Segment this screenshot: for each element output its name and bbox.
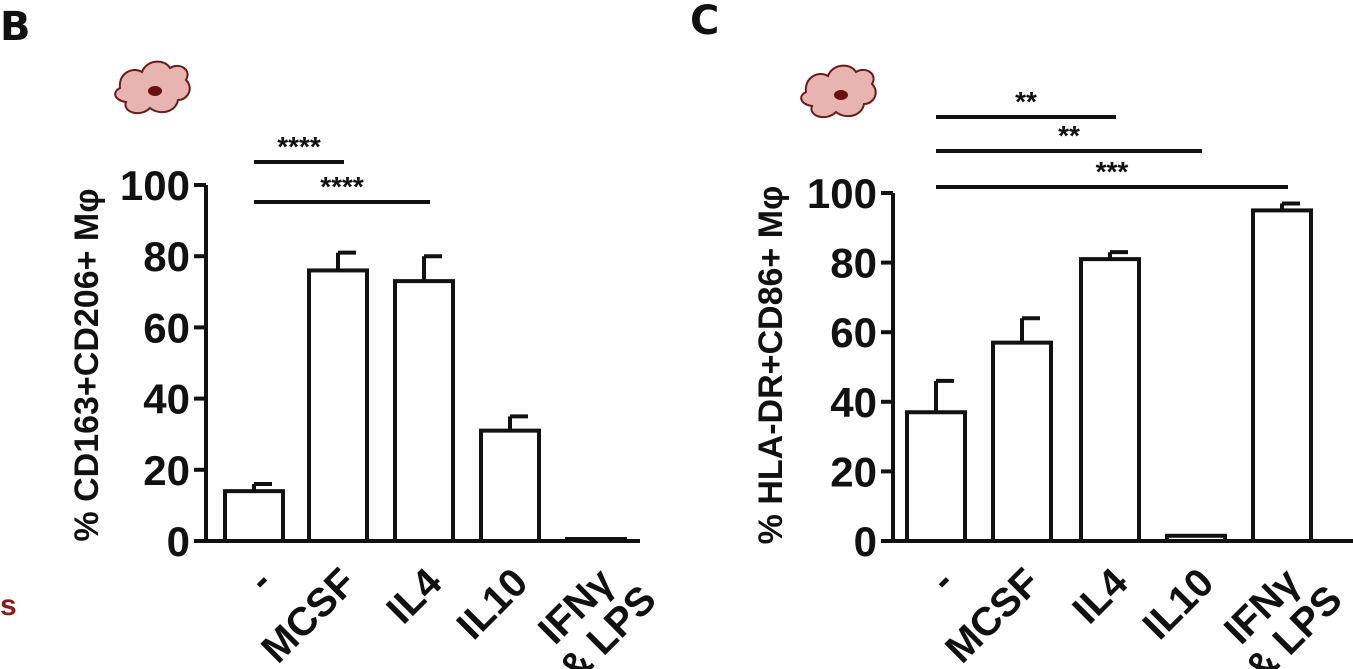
y-tick-label: 60: [143, 304, 190, 351]
y-tick-label: 100: [120, 162, 190, 209]
chart-panel-b: % CD163+CD206+ Mφ 0 20 40 60 80 100 -MCSF IL4IL…: [68, 60, 665, 669]
y-axis-label: % CD163+CD206+ Mφ: [68, 188, 106, 541]
panel-b-label: B: [0, 4, 31, 50]
y-tick-label: 80: [830, 240, 877, 287]
y-tick-label: 0: [854, 518, 877, 565]
x-tick-label: IFNγ& LPS: [1207, 548, 1351, 669]
x-tick-label: IL10: [449, 560, 537, 648]
x-tick-label: IL10: [1135, 560, 1223, 648]
y-tick-label: 40: [830, 379, 877, 426]
bar: [1079, 257, 1141, 543]
bar: [223, 489, 285, 544]
bar: [1251, 208, 1313, 543]
y-tick-label: 0: [167, 518, 190, 565]
y-tick-label: 60: [830, 309, 877, 356]
chart-panel-c: % HLA-DR+CD86+ Mφ 0 20 40 60 80 100 -MCSF IL4IL…: [752, 64, 1353, 669]
x-tick-label: MCSF: [937, 560, 1048, 669]
edge-text-fragment: s: [0, 589, 17, 622]
macrophage-cell-icon: [800, 64, 877, 119]
y-axis-label: % HLA-DR+CD86+ Mφ: [752, 186, 790, 545]
bar: [905, 410, 967, 543]
bar: [991, 340, 1053, 544]
y-tick-label: 40: [143, 376, 190, 423]
significance-label: ***: [1096, 156, 1129, 187]
y-tick-label: 20: [830, 448, 877, 495]
x-tick-label: -: [240, 560, 281, 601]
x-tick-label: IL4: [1064, 560, 1137, 633]
bar: [479, 428, 541, 544]
x-tick-label: IFNγ& LPS: [521, 548, 665, 669]
significance-label: **: [1015, 86, 1037, 117]
panel-c-label: C: [690, 0, 719, 44]
bar: [565, 537, 627, 543]
y-tick-label: 20: [143, 447, 190, 494]
bar: [1165, 533, 1227, 544]
bar: [393, 279, 455, 543]
y-tick-label: 80: [143, 233, 190, 280]
x-tick-label: -: [922, 560, 963, 601]
bar: [307, 268, 369, 543]
y-tick-label: 100: [807, 170, 877, 217]
significance-label: ****: [320, 171, 364, 202]
significance-label: ****: [277, 131, 321, 162]
significance-label: **: [1058, 120, 1080, 151]
x-tick-label: MCSF: [253, 560, 364, 669]
macrophage-cell-icon: [114, 60, 191, 115]
x-tick-label: IL4: [378, 560, 451, 633]
